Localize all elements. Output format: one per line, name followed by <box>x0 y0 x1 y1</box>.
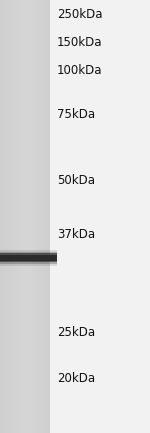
Bar <box>0 0 50 433</box>
Text: 150kDa: 150kDa <box>57 36 102 48</box>
Bar <box>50 0 150 433</box>
Text: 50kDa: 50kDa <box>57 174 95 187</box>
Text: 25kDa: 25kDa <box>57 326 95 339</box>
Text: 75kDa: 75kDa <box>57 109 95 122</box>
Text: 20kDa: 20kDa <box>57 372 95 385</box>
Bar <box>0 252 57 264</box>
Bar <box>0 253 57 262</box>
Text: 100kDa: 100kDa <box>57 64 102 77</box>
Bar <box>0 250 57 265</box>
Text: 250kDa: 250kDa <box>57 9 102 22</box>
Text: 37kDa: 37kDa <box>57 229 95 242</box>
Bar <box>0 255 57 261</box>
